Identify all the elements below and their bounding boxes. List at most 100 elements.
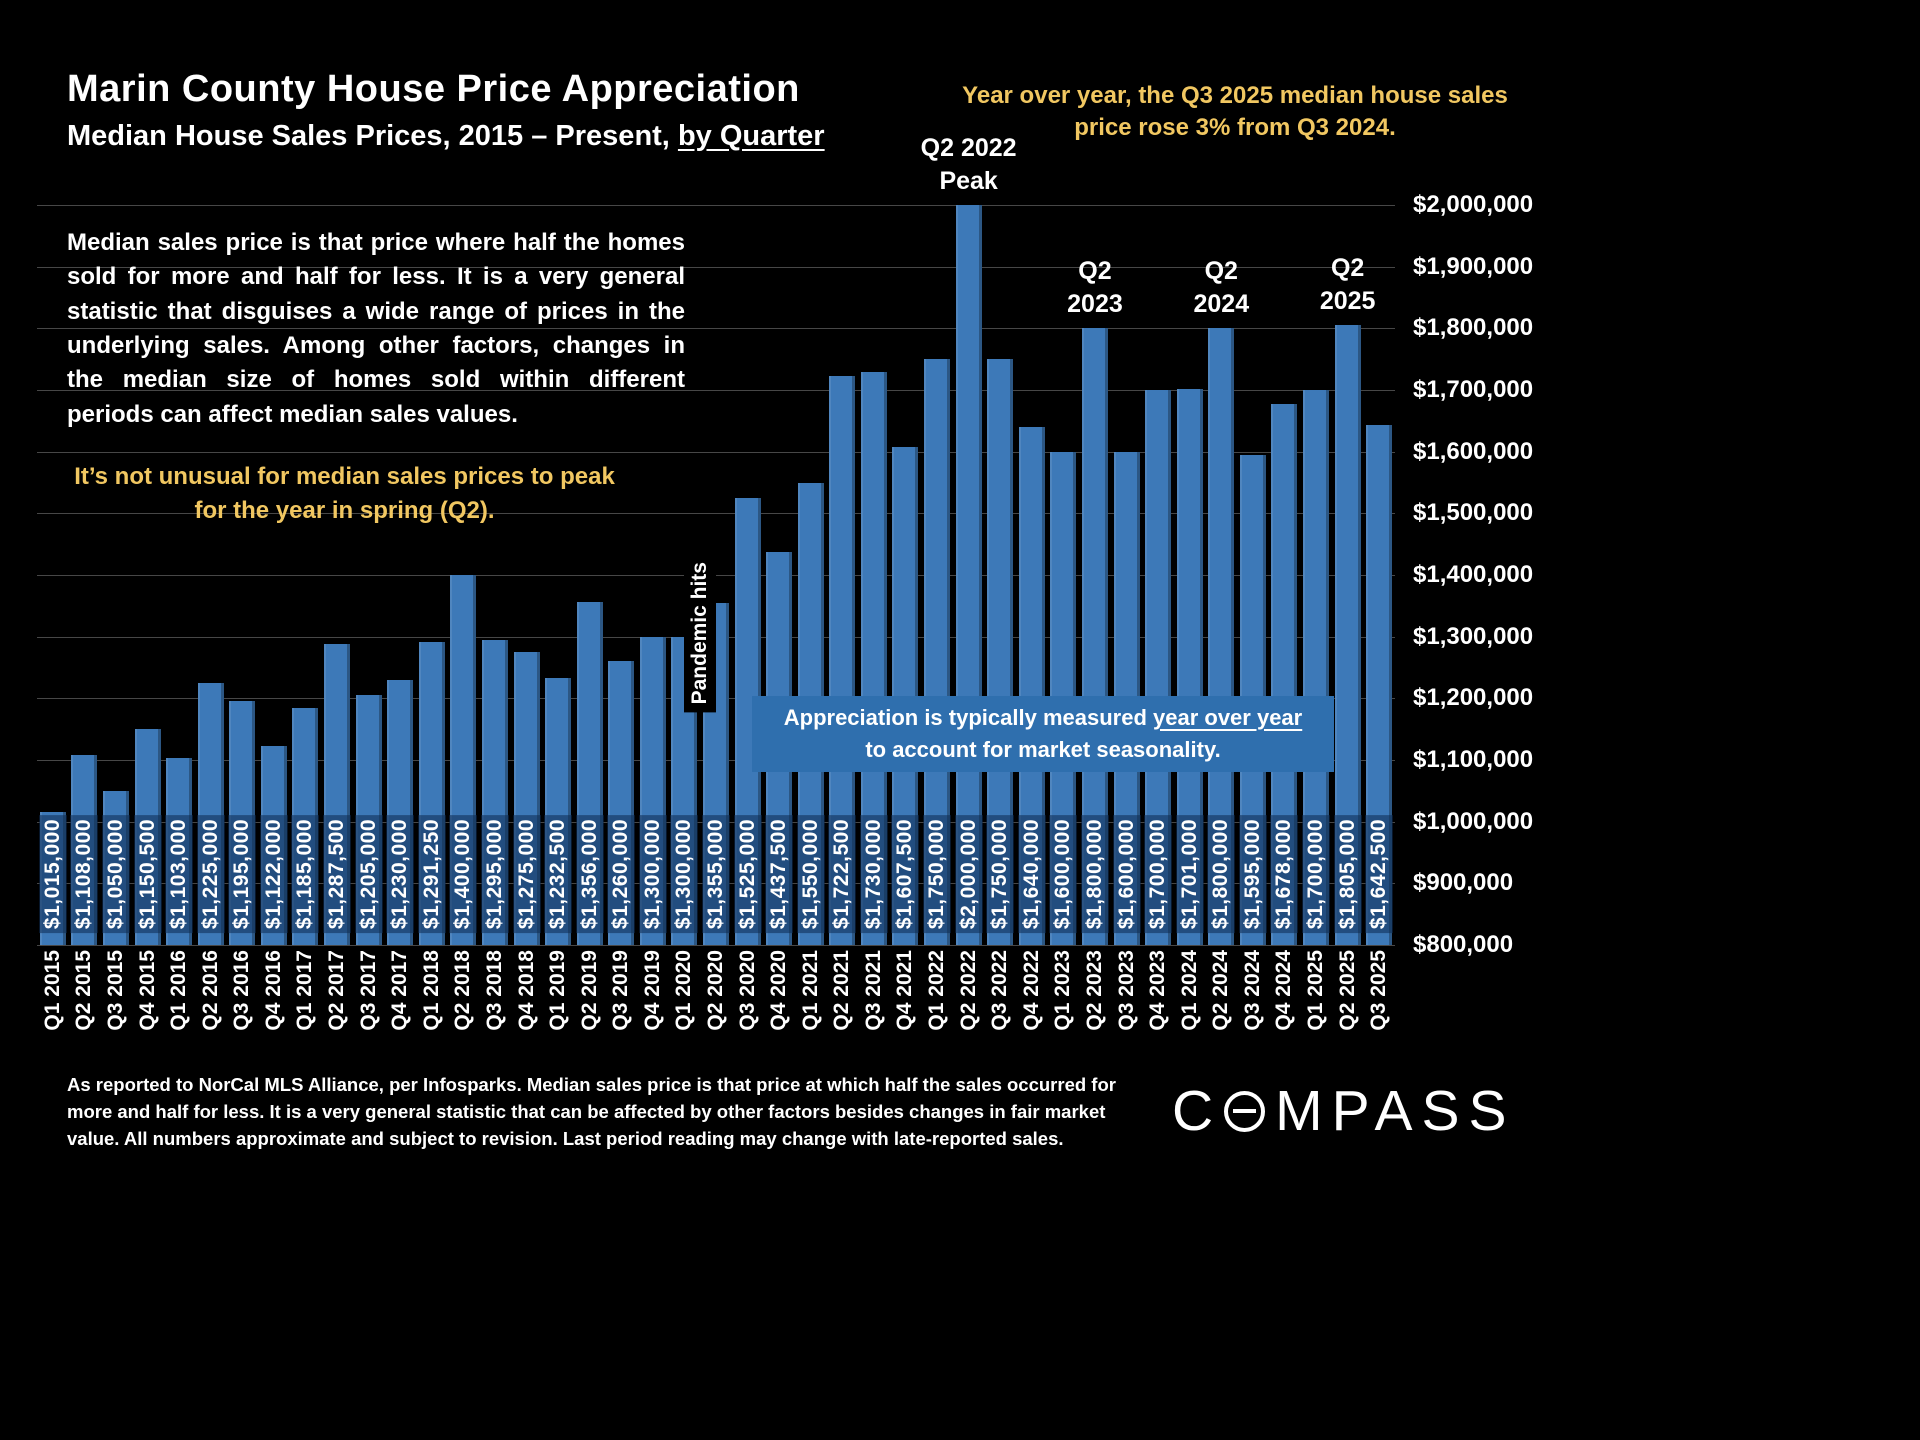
bar-slot: $1,287,500 (321, 205, 353, 945)
bar-slot: $1,295,000 (479, 205, 511, 945)
subtitle-text: Median House Sales Prices, 2015 – Presen… (67, 120, 678, 152)
bar-slot: $1,232,500 (542, 205, 574, 945)
banner-line1-text: Appreciation is typically measured (783, 705, 1153, 730)
y-axis: $2,000,000 $1,900,000 $1,800,000 $1,700,000… (1413, 191, 1588, 958)
y-axis-label: $1,700,000 (1413, 376, 1534, 403)
pandemic-label: Pandemic hits (684, 553, 717, 712)
bar-slot: $1,678,000 (1269, 205, 1301, 945)
yoy-headline: Year over year, the Q3 2025 median house… (962, 82, 1508, 142)
bar-value-label: $1,230,000 (386, 814, 415, 933)
x-axis-label: Q2 2023 (1082, 950, 1106, 1031)
x-axis-label: Q1 2022 (925, 950, 949, 1031)
subtitle-by-quarter: by Quarter (677, 120, 825, 152)
y-axis-label: $1,800,000 (1413, 314, 1534, 342)
y-axis-label: $1,600,000 (1413, 437, 1534, 465)
x-axis-label: Q3 2020 (735, 950, 759, 1031)
x-axis-label: Q1 2021 (798, 950, 822, 1031)
bar-value-label: $1,103,000 (165, 814, 194, 933)
bar-value-label: $1,800,000 (1080, 814, 1109, 933)
y-axis-label: $1,500,000 (1413, 499, 1534, 527)
bar-slot: $1,722,500 (827, 205, 859, 945)
bar-value-label: $1,642,500 (1365, 814, 1394, 933)
x-axis-label: Q2 2019 (577, 950, 601, 1031)
x-axis-label: Q2 2021 (830, 950, 854, 1031)
bar-value-label: $1,678,000 (1270, 814, 1299, 933)
bar-value-label: $1,700,000 (1302, 814, 1331, 933)
x-axis-label: Q3 2025 (1367, 950, 1391, 1031)
gridline (37, 575, 1395, 576)
bar-value-label: $1,050,000 (101, 814, 130, 933)
bar-value-label: $1,550,000 (796, 814, 825, 933)
bar-slot: $1,750,000 (984, 205, 1016, 945)
bar-value-label: $1,355,000 (701, 814, 730, 933)
gridline (37, 451, 1395, 453)
bar-slot: $1,642,500 (1363, 205, 1395, 945)
y-axis-label: $800,000 (1413, 931, 1514, 958)
y-axis-label: $1,400,000 (1413, 561, 1534, 588)
x-axis-label: Q2 2025 (1335, 950, 1359, 1031)
bar-slot: $1,640,000 (1016, 205, 1048, 945)
bar-slot: $1,195,000 (226, 205, 258, 945)
bar-value-label: $1,700,000 (1144, 814, 1173, 933)
bar-slot: $2,000,000 (953, 205, 985, 945)
compass-o-icon (1224, 1090, 1266, 1132)
bar-value-label: $1,015,000 (38, 814, 67, 933)
logo-letter-c: C (1172, 1079, 1223, 1143)
bar-value-label: $1,595,000 (1238, 814, 1267, 933)
x-axis-label: Q2 2024 (1209, 950, 1233, 1031)
gridline (37, 266, 1395, 268)
bar-slot: $1,185,000 (290, 205, 322, 945)
bar-slot: $1,700,000 (1142, 205, 1174, 945)
x-axis-label: Q2 2015 (72, 950, 96, 1031)
x-axis-label: Q4 2022 (1019, 950, 1043, 1031)
bar-slot: $1,225,000 (195, 205, 227, 945)
x-axis-label: Q2 2020 (704, 950, 727, 1031)
annotation-q2-2023: Q2 2023 (1067, 257, 1123, 318)
gridline (37, 945, 1395, 946)
x-axis-label: Q3 2021 (861, 950, 885, 1031)
bar-value-label: $1,225,000 (196, 814, 225, 933)
y-axis-label: $1,000,000 (1413, 807, 1534, 835)
bar-slot: $1,300,000 (637, 205, 669, 945)
x-axis-label: Q2 2022 (956, 950, 980, 1031)
x-axis-label: Q3 2015 (103, 950, 127, 1031)
logo-letters: MPASS (1275, 1079, 1516, 1143)
banner-line2-text: to account for market seasonality. (865, 736, 1221, 762)
bar-value-label: $1,150,500 (133, 814, 162, 933)
x-axis-label: Q1 2025 (1304, 950, 1328, 1031)
intro-paragraph: Median sales price is that price where h… (67, 229, 685, 428)
bar-value-label: $1,600,000 (1049, 814, 1078, 933)
page-title: Marin County House Price Appreciation (67, 68, 800, 110)
bar-slot: $1,050,000 (100, 205, 132, 945)
y-axis-label: $1,100,000 (1413, 746, 1534, 773)
gridline (37, 205, 1395, 206)
bar-value-label: $1,607,500 (891, 814, 920, 933)
bar-value-label: $2,000,000 (954, 814, 983, 933)
x-axis-label: Q2 2018 (451, 950, 475, 1031)
bar-slot: $1,805,000 (1332, 205, 1364, 945)
bar-slot: $1,800,000 (1079, 205, 1111, 945)
bar-slot: $1,800,000 (1206, 205, 1238, 945)
page-subtitle: Median House Sales Prices, 2015 – Presen… (67, 120, 825, 153)
bar-slot: $1,730,000 (858, 205, 890, 945)
bar-slot: $1,122,000 (258, 205, 290, 945)
x-axis-label: Q1 2020 (672, 950, 696, 1031)
x-axis-label: Q3 2018 (482, 950, 506, 1031)
bar-value-label: $1,525,000 (733, 814, 762, 933)
bar-value-label: $1,750,000 (923, 814, 952, 933)
bar-slot: $1,400,000 (448, 205, 480, 945)
y-axis-label: $1,300,000 (1413, 622, 1534, 650)
bar-value-label: $1,122,000 (259, 814, 288, 933)
bar-value-label: $1,205,000 (354, 814, 383, 933)
gridline (37, 513, 1395, 515)
bar-value-label: $1,600,000 (1112, 814, 1141, 933)
x-axis-label: Q3 2022 (988, 950, 1012, 1031)
bar-value-label: $1,108,000 (70, 814, 99, 933)
bar-value-label: $1,275,000 (512, 814, 541, 933)
bar-slot: $1,260,000 (605, 205, 637, 945)
bar-value-label: $1,722,500 (828, 814, 857, 933)
price-bar-chart: $1,015,000 $1,108,000 $1,050,000 $1,150,500… (37, 134, 1395, 946)
x-axis-label: Q1 2016 (167, 950, 191, 1031)
x-axis-label: Q4 2016 (261, 950, 285, 1031)
